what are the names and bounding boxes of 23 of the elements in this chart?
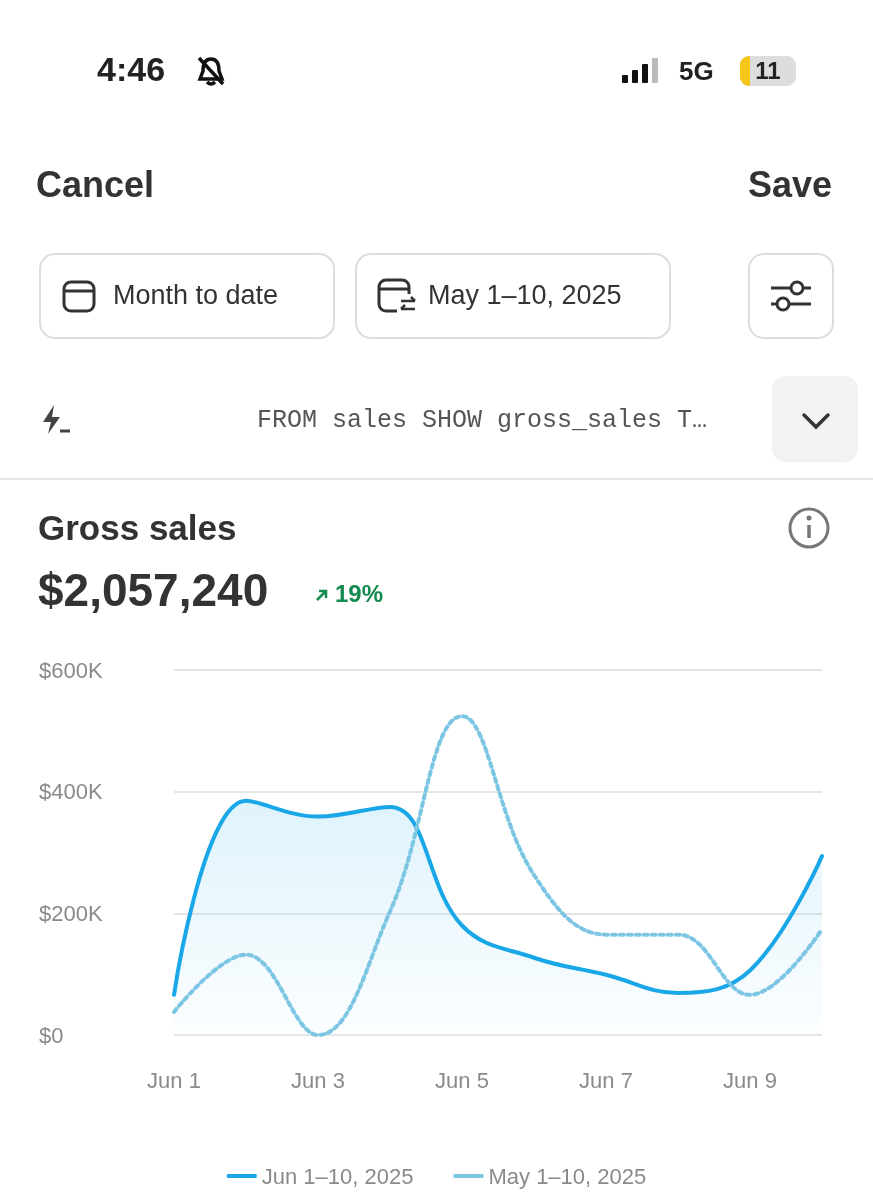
line-series — [172, 714, 824, 1037]
y-tick-label: $0 — [39, 1022, 64, 1048]
y-tick-label: $600K — [39, 657, 103, 683]
text: Save — [748, 164, 833, 206]
text: Month to date — [113, 280, 279, 311]
chart-title: Gross sales — [38, 508, 237, 548]
legend-label: Jun 1–10, 2025 — [261, 1163, 414, 1189]
y-tick-label: $200K — [39, 900, 103, 926]
text: FROM sales SHOW gross_sales T… — [257, 406, 708, 435]
text: 5G — [679, 56, 714, 87]
y-tick-label: $400K — [39, 779, 103, 805]
x-tick-label: Jun 1 — [147, 1067, 201, 1093]
x-tick-label: Jun 5 — [435, 1067, 489, 1093]
text: May 1–10, 2025 — [428, 280, 622, 311]
legend-label: May 1–10, 2025 — [488, 1163, 647, 1189]
chart-subtitle: $2,057,240 — [38, 563, 269, 617]
text: Cancel — [36, 164, 155, 206]
text: 19% — [335, 580, 384, 608]
x-tick-label: Jun 9 — [723, 1067, 777, 1093]
x-tick-label: Jun 3 — [291, 1067, 345, 1093]
text: 4:46 — [97, 50, 166, 89]
battery-icon: 11 — [740, 56, 796, 86]
x-tick-label: Jun 7 — [579, 1067, 633, 1093]
